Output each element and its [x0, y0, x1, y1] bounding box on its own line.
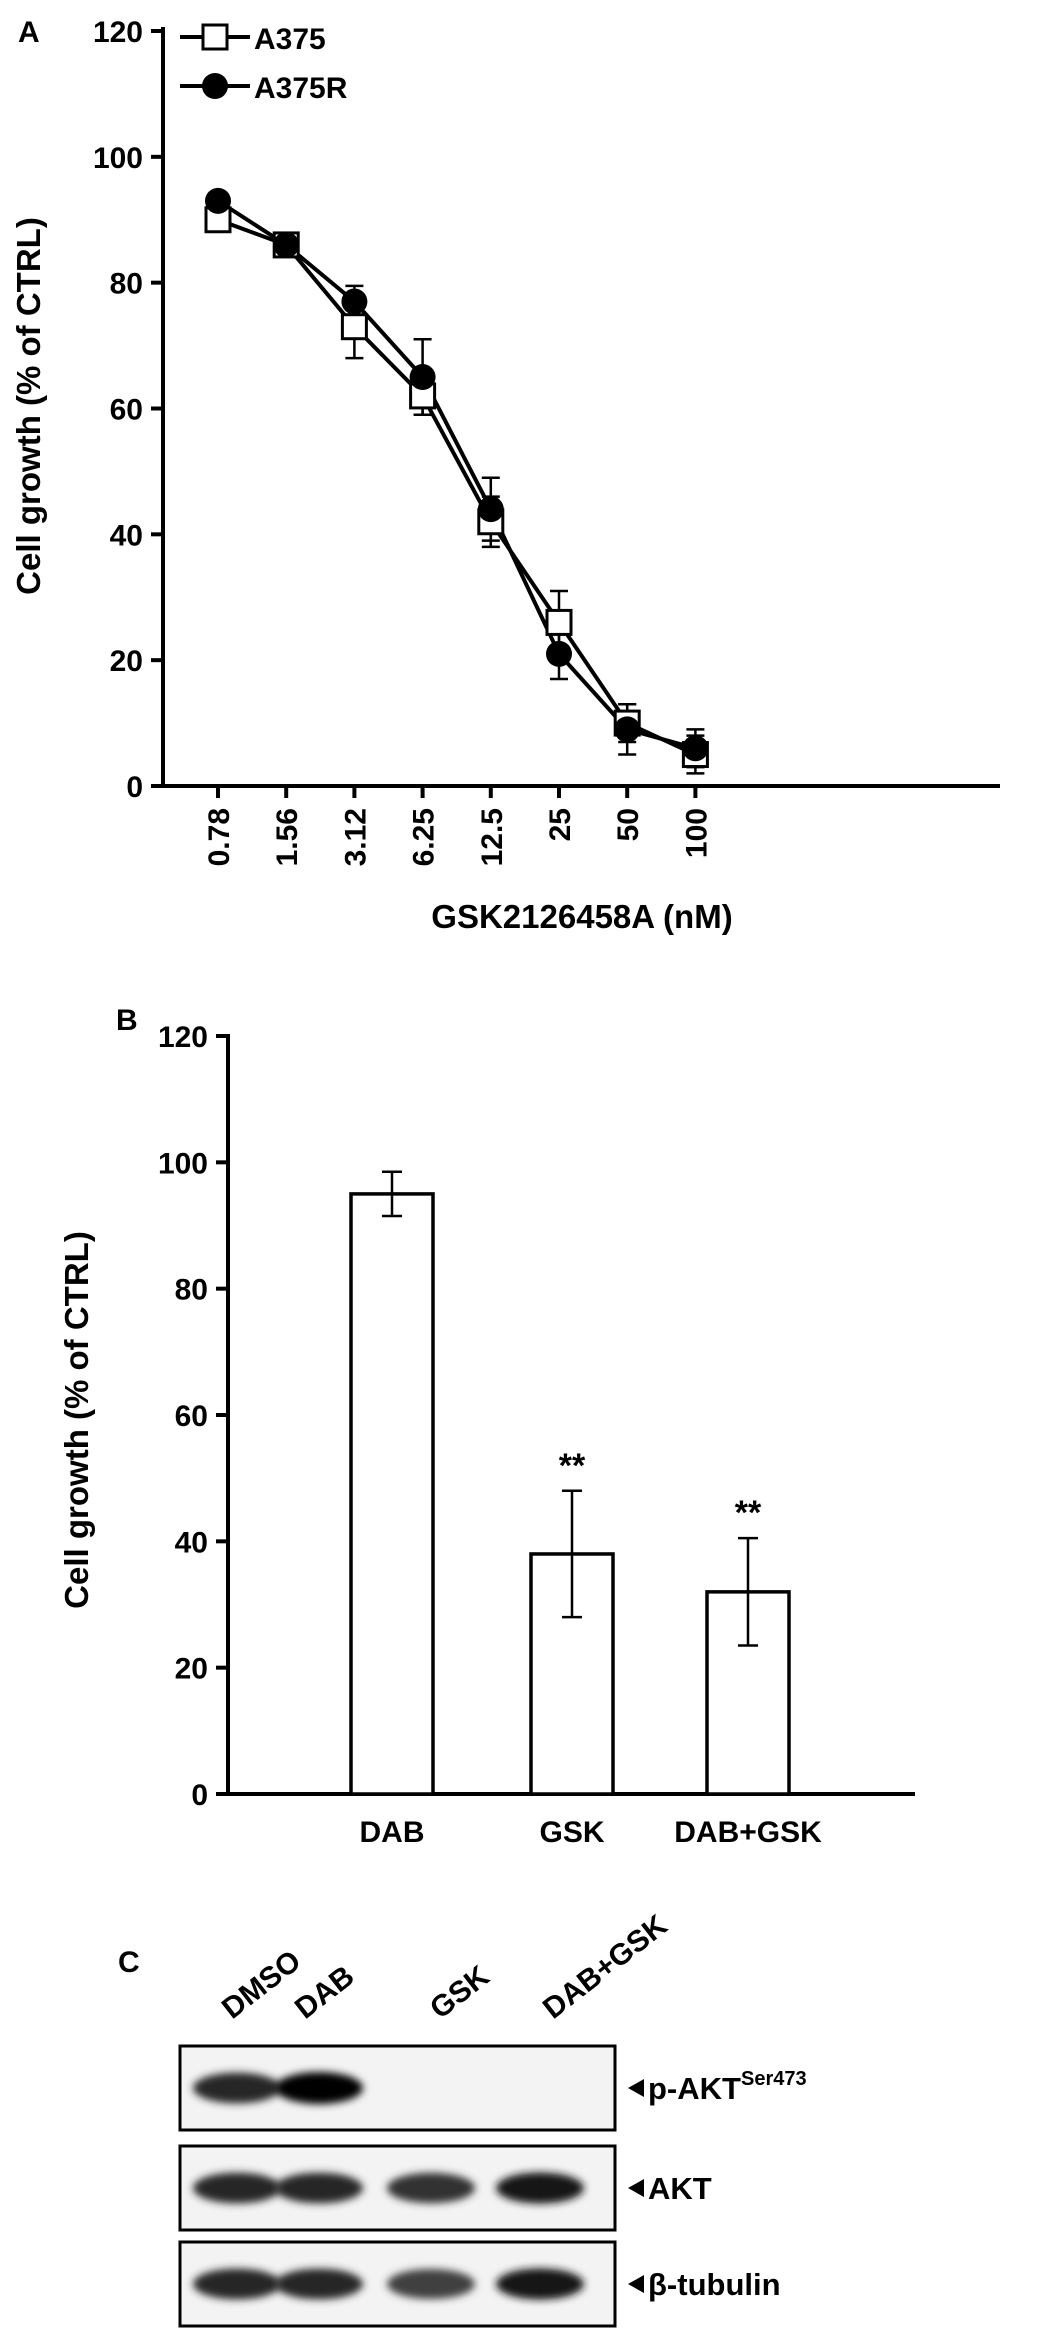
- data-point-a375r: [205, 187, 231, 214]
- lane-label-gsk: GSK: [424, 1959, 496, 2025]
- significance-marker-gsk: **: [559, 1447, 586, 1485]
- bar-label-dab-gsk: DAB+GSK: [674, 1816, 822, 1849]
- bar-label-gsk: GSK: [539, 1816, 604, 1849]
- panel-a-x-tick-label: 0.78: [203, 808, 236, 866]
- blot-band: [496, 2172, 584, 2204]
- data-point-a375r: [614, 716, 641, 743]
- legend-marker-a375r: [202, 73, 228, 99]
- panel-a-y-tick-label: 100: [93, 142, 143, 175]
- blot-row-label: β-tubulin: [648, 2267, 781, 2302]
- blot-band: [275, 2268, 363, 2300]
- row-pointer-icon: [628, 2079, 644, 2097]
- blot-band: [387, 2172, 475, 2204]
- lane-label-dmso: DMSO: [216, 1944, 307, 2025]
- series-line-a375r: [216, 199, 696, 751]
- data-point-a375r: [409, 364, 436, 391]
- panel-a-y-tick-label: 80: [110, 268, 143, 301]
- blot-row-label: p-AKTSer473: [648, 2068, 807, 2106]
- blot-row-beta-tubulin: β-tubulin: [178, 2240, 781, 2328]
- blot-band: [193, 2268, 281, 2300]
- panel-a-y-tick-label: 60: [110, 394, 143, 427]
- series-line-a375: [217, 217, 697, 757]
- panel-a-x-tick-label: 50: [612, 808, 645, 841]
- panel-b-y-tick-label: 100: [158, 1147, 208, 1180]
- data-point-a375r: [477, 496, 504, 523]
- bar-dab: [349, 1192, 435, 1796]
- panel-b-y-tick-label: 120: [158, 1021, 208, 1054]
- lane-label-dab-gsk: DAB+GSK: [537, 1908, 674, 2025]
- blot-row-label: AKT: [648, 2171, 712, 2206]
- panel-a-x-axis-label: GSK2126458A (nM): [431, 898, 732, 935]
- panel-b-letter: B: [116, 1004, 138, 1037]
- panel-a-y-axis-label: Cell growth (% of CTRL): [10, 217, 47, 595]
- panel-c-letter: C: [118, 1946, 140, 1979]
- blot-band: [193, 2172, 281, 2204]
- panel-a-legend: A375 A375R: [180, 23, 348, 105]
- row-pointer-icon: [628, 2275, 644, 2293]
- bar-label-dab: DAB: [360, 1816, 425, 1849]
- row-pointer-icon: [628, 2179, 644, 2197]
- significance-marker-dab-gsk: **: [735, 1494, 762, 1532]
- legend-label-a375r: A375R: [254, 72, 348, 105]
- blot-row-p-akt: p-AKTSer473: [178, 2044, 807, 2132]
- blot-band: [275, 2172, 363, 2204]
- panel-a-x-tick-label: 100: [680, 808, 713, 858]
- data-point-a375: [545, 608, 573, 636]
- legend-label-a375: A375: [254, 23, 326, 56]
- panel-a-y-tick-label: 120: [93, 16, 143, 49]
- blot-row-akt: AKT: [178, 2144, 712, 2232]
- panel-b-y-tick-label: 80: [175, 1274, 208, 1307]
- legend-marker-a375: [201, 23, 229, 51]
- panel-b-y-axis-label: Cell growth (% of CTRL): [58, 1231, 95, 1609]
- panel-a-y-tick-label: 40: [110, 519, 143, 552]
- panel-a-x-tick-label: 3.12: [339, 808, 372, 866]
- data-point-a375r: [682, 735, 709, 762]
- data-point-a375r: [546, 640, 572, 667]
- data-point-a375r: [341, 288, 368, 315]
- blot-band: [387, 2269, 475, 2299]
- blot-band: [496, 2268, 584, 2300]
- panel-b-y-tick-label: 40: [175, 1526, 208, 1559]
- panel-a-x-tick-label: 1.56: [271, 808, 304, 866]
- panel-a-x-tick-label: 25: [544, 808, 577, 841]
- panel-a-y-tick-label: 0: [126, 771, 143, 804]
- panel-b-y-tick-label: 20: [175, 1653, 208, 1686]
- panel-b-y-tick-label: 0: [191, 1779, 208, 1812]
- data-point-a375r: [273, 231, 300, 258]
- panel-a-y-tick-label: 20: [110, 645, 143, 678]
- panel-b-y-tick-label: 60: [175, 1400, 208, 1433]
- blot-band: [275, 2072, 363, 2104]
- data-point-a375: [340, 313, 368, 341]
- panel-a-line-chart: A 0 20 40 60 80 100 120 0.78 1.56 3.12 6.25 12.5 25…: [10, 16, 1000, 935]
- blot-band: [193, 2072, 281, 2104]
- panel-a-x-tick-label: 6.25: [408, 808, 441, 866]
- panel-a-letter: A: [18, 16, 40, 49]
- panel-b-bar-chart: B 0 20 40 60 80 100 120 Cell growth (% of CTRL…: [58, 1004, 915, 1849]
- panel-a-x-tick-label: 12.5: [476, 808, 509, 866]
